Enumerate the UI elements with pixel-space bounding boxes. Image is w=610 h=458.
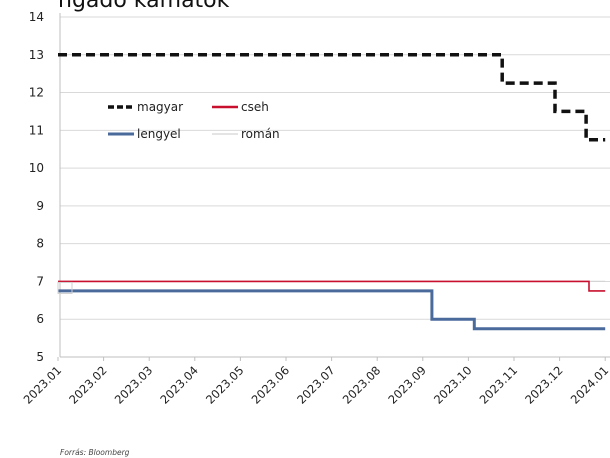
legend-label-cseh: cseh	[241, 100, 269, 114]
y-tick-label: 7	[36, 274, 44, 288]
x-tick-label: 2023.04	[157, 363, 201, 407]
source-note: Forrás: Bloomberg	[60, 448, 130, 457]
x-tick-label: 2023.07	[294, 363, 338, 407]
legend-label-román: román	[241, 127, 280, 141]
x-tick-label: 2023.05	[203, 363, 247, 407]
x-tick-label: 2023.01	[21, 363, 65, 407]
y-tick-label: 10	[29, 161, 44, 175]
legend-label-lengyel: lengyel	[137, 127, 181, 141]
y-tick-label: 5	[36, 350, 44, 364]
x-tick-label: 2023.02	[66, 363, 110, 407]
y-tick-label: 11	[29, 123, 44, 137]
x-tick-label: 2023.09	[385, 363, 429, 407]
y-tick-label: 14	[29, 10, 44, 24]
x-tick-label: 2023.10	[431, 363, 475, 407]
y-tick-label: 8	[36, 237, 44, 251]
y-tick-label: 6	[36, 312, 44, 326]
legend-label-magyar: magyar	[137, 100, 183, 114]
series-line-cseh	[58, 280, 606, 292]
x-tick-label: 2024.01	[568, 363, 610, 407]
x-tick-label: 2023.08	[340, 363, 384, 407]
series-line-lengyel	[58, 289, 606, 331]
x-tick-label: 2023.11	[477, 363, 521, 407]
x-tick-label: 2023.06	[249, 363, 293, 407]
y-tick-label: 12	[29, 86, 44, 100]
y-tick-label: 13	[29, 48, 44, 62]
chart-title-fragment: ngadó kamatok	[58, 0, 230, 13]
x-tick-label: 2023.12	[522, 363, 566, 407]
series-line-magyar	[58, 53, 606, 142]
x-tick-label: 2023.03	[112, 363, 156, 407]
y-tick-label: 9	[36, 199, 44, 213]
start-marker	[57, 281, 73, 294]
